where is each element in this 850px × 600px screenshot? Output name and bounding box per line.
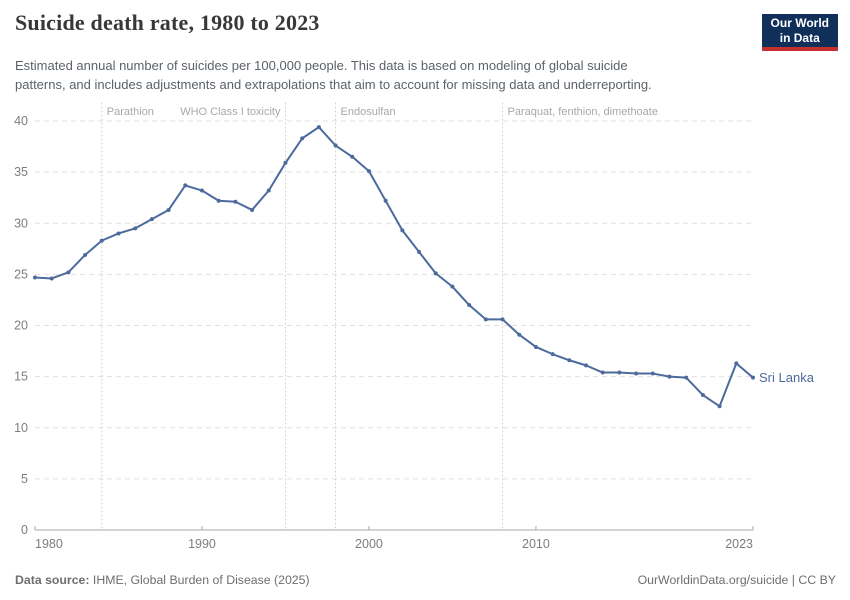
- data-point[interactable]: [216, 198, 221, 203]
- owid-logo[interactable]: Our World in Data: [761, 14, 838, 51]
- data-point[interactable]: [550, 352, 555, 357]
- data-point[interactable]: [233, 199, 238, 204]
- data-point[interactable]: [584, 363, 589, 368]
- y-tick-label: 10: [14, 421, 28, 435]
- data-point[interactable]: [700, 393, 705, 398]
- data-point[interactable]: [483, 317, 488, 322]
- y-tick-label: 20: [14, 319, 28, 333]
- data-point[interactable]: [634, 371, 639, 376]
- data-point[interactable]: [467, 303, 472, 308]
- subtitle-line-2: patterns, and includes adjustments and e…: [15, 77, 652, 92]
- data-point[interactable]: [684, 375, 689, 380]
- data-point[interactable]: [617, 370, 622, 375]
- event-label: Paraquat, fenthion, dimethoate: [508, 106, 658, 118]
- event-label: Parathion: [107, 106, 154, 118]
- data-point[interactable]: [366, 169, 371, 174]
- data-point[interactable]: [199, 188, 204, 193]
- data-point[interactable]: [667, 374, 672, 379]
- data-source-label: Data source:: [15, 573, 90, 587]
- data-point[interactable]: [116, 231, 121, 236]
- data-source-note: Data source: IHME, Global Burden of Dise…: [15, 573, 310, 587]
- data-point[interactable]: [66, 270, 71, 275]
- x-tick-label: 1980: [35, 537, 63, 551]
- data-point[interactable]: [450, 284, 455, 289]
- x-tick-label: 2023: [725, 537, 753, 551]
- owid-logo-line2: in Data: [779, 31, 820, 45]
- owid-logo-line1: Our World: [770, 16, 829, 30]
- data-point[interactable]: [383, 198, 388, 203]
- data-point[interactable]: [400, 228, 405, 233]
- y-tick-label: 40: [14, 114, 28, 128]
- data-point[interactable]: [149, 217, 154, 222]
- data-point[interactable]: [99, 238, 104, 243]
- x-tick-label: 2010: [522, 537, 550, 551]
- data-point[interactable]: [717, 404, 722, 409]
- y-tick-label: 5: [21, 472, 28, 486]
- data-point[interactable]: [500, 317, 505, 322]
- x-tick-label: 2000: [355, 537, 383, 551]
- data-point[interactable]: [433, 271, 438, 276]
- data-point[interactable]: [83, 252, 88, 257]
- data-point[interactable]: [517, 332, 522, 337]
- data-point[interactable]: [133, 226, 138, 231]
- data-point[interactable]: [33, 275, 37, 280]
- data-point[interactable]: [333, 143, 338, 148]
- data-point[interactable]: [183, 183, 188, 188]
- data-point[interactable]: [600, 370, 605, 375]
- data-point[interactable]: [166, 207, 171, 212]
- data-point[interactable]: [49, 276, 54, 281]
- page-title: Suicide death rate, 1980 to 2023: [15, 10, 320, 35]
- data-point[interactable]: [350, 154, 355, 159]
- data-point[interactable]: [734, 361, 739, 366]
- event-label: WHO Class I toxicity: [180, 106, 281, 118]
- y-tick-label: 30: [14, 216, 28, 230]
- data-point[interactable]: [266, 188, 271, 193]
- data-point[interactable]: [650, 371, 655, 376]
- event-label: Endosulfan: [341, 106, 396, 118]
- y-tick-label: 25: [14, 267, 28, 281]
- data-point[interactable]: [300, 136, 305, 141]
- y-tick-label: 15: [14, 370, 28, 384]
- data-point[interactable]: [316, 125, 321, 130]
- footer-link[interactable]: OurWorldinData.org/suicide | CC BY: [637, 573, 836, 587]
- data-point[interactable]: [751, 375, 755, 380]
- data-point[interactable]: [283, 160, 288, 165]
- data-point[interactable]: [533, 344, 538, 349]
- subtitle-line-1: Estimated annual number of suicides per …: [15, 58, 628, 73]
- y-tick-label: 35: [14, 165, 28, 179]
- data-point[interactable]: [417, 249, 422, 254]
- series-line-sri-lanka[interactable]: [34, 126, 754, 408]
- y-tick-label: 0: [21, 523, 28, 537]
- data-point[interactable]: [250, 207, 255, 212]
- chart-subtitle: Estimated annual number of suicides per …: [15, 56, 652, 94]
- entity-label-sri-lanka[interactable]: Sri Lanka: [759, 370, 815, 385]
- data-source-text: IHME, Global Burden of Disease (2025): [89, 573, 310, 587]
- data-point[interactable]: [567, 358, 572, 363]
- x-tick-label: 1990: [188, 537, 216, 551]
